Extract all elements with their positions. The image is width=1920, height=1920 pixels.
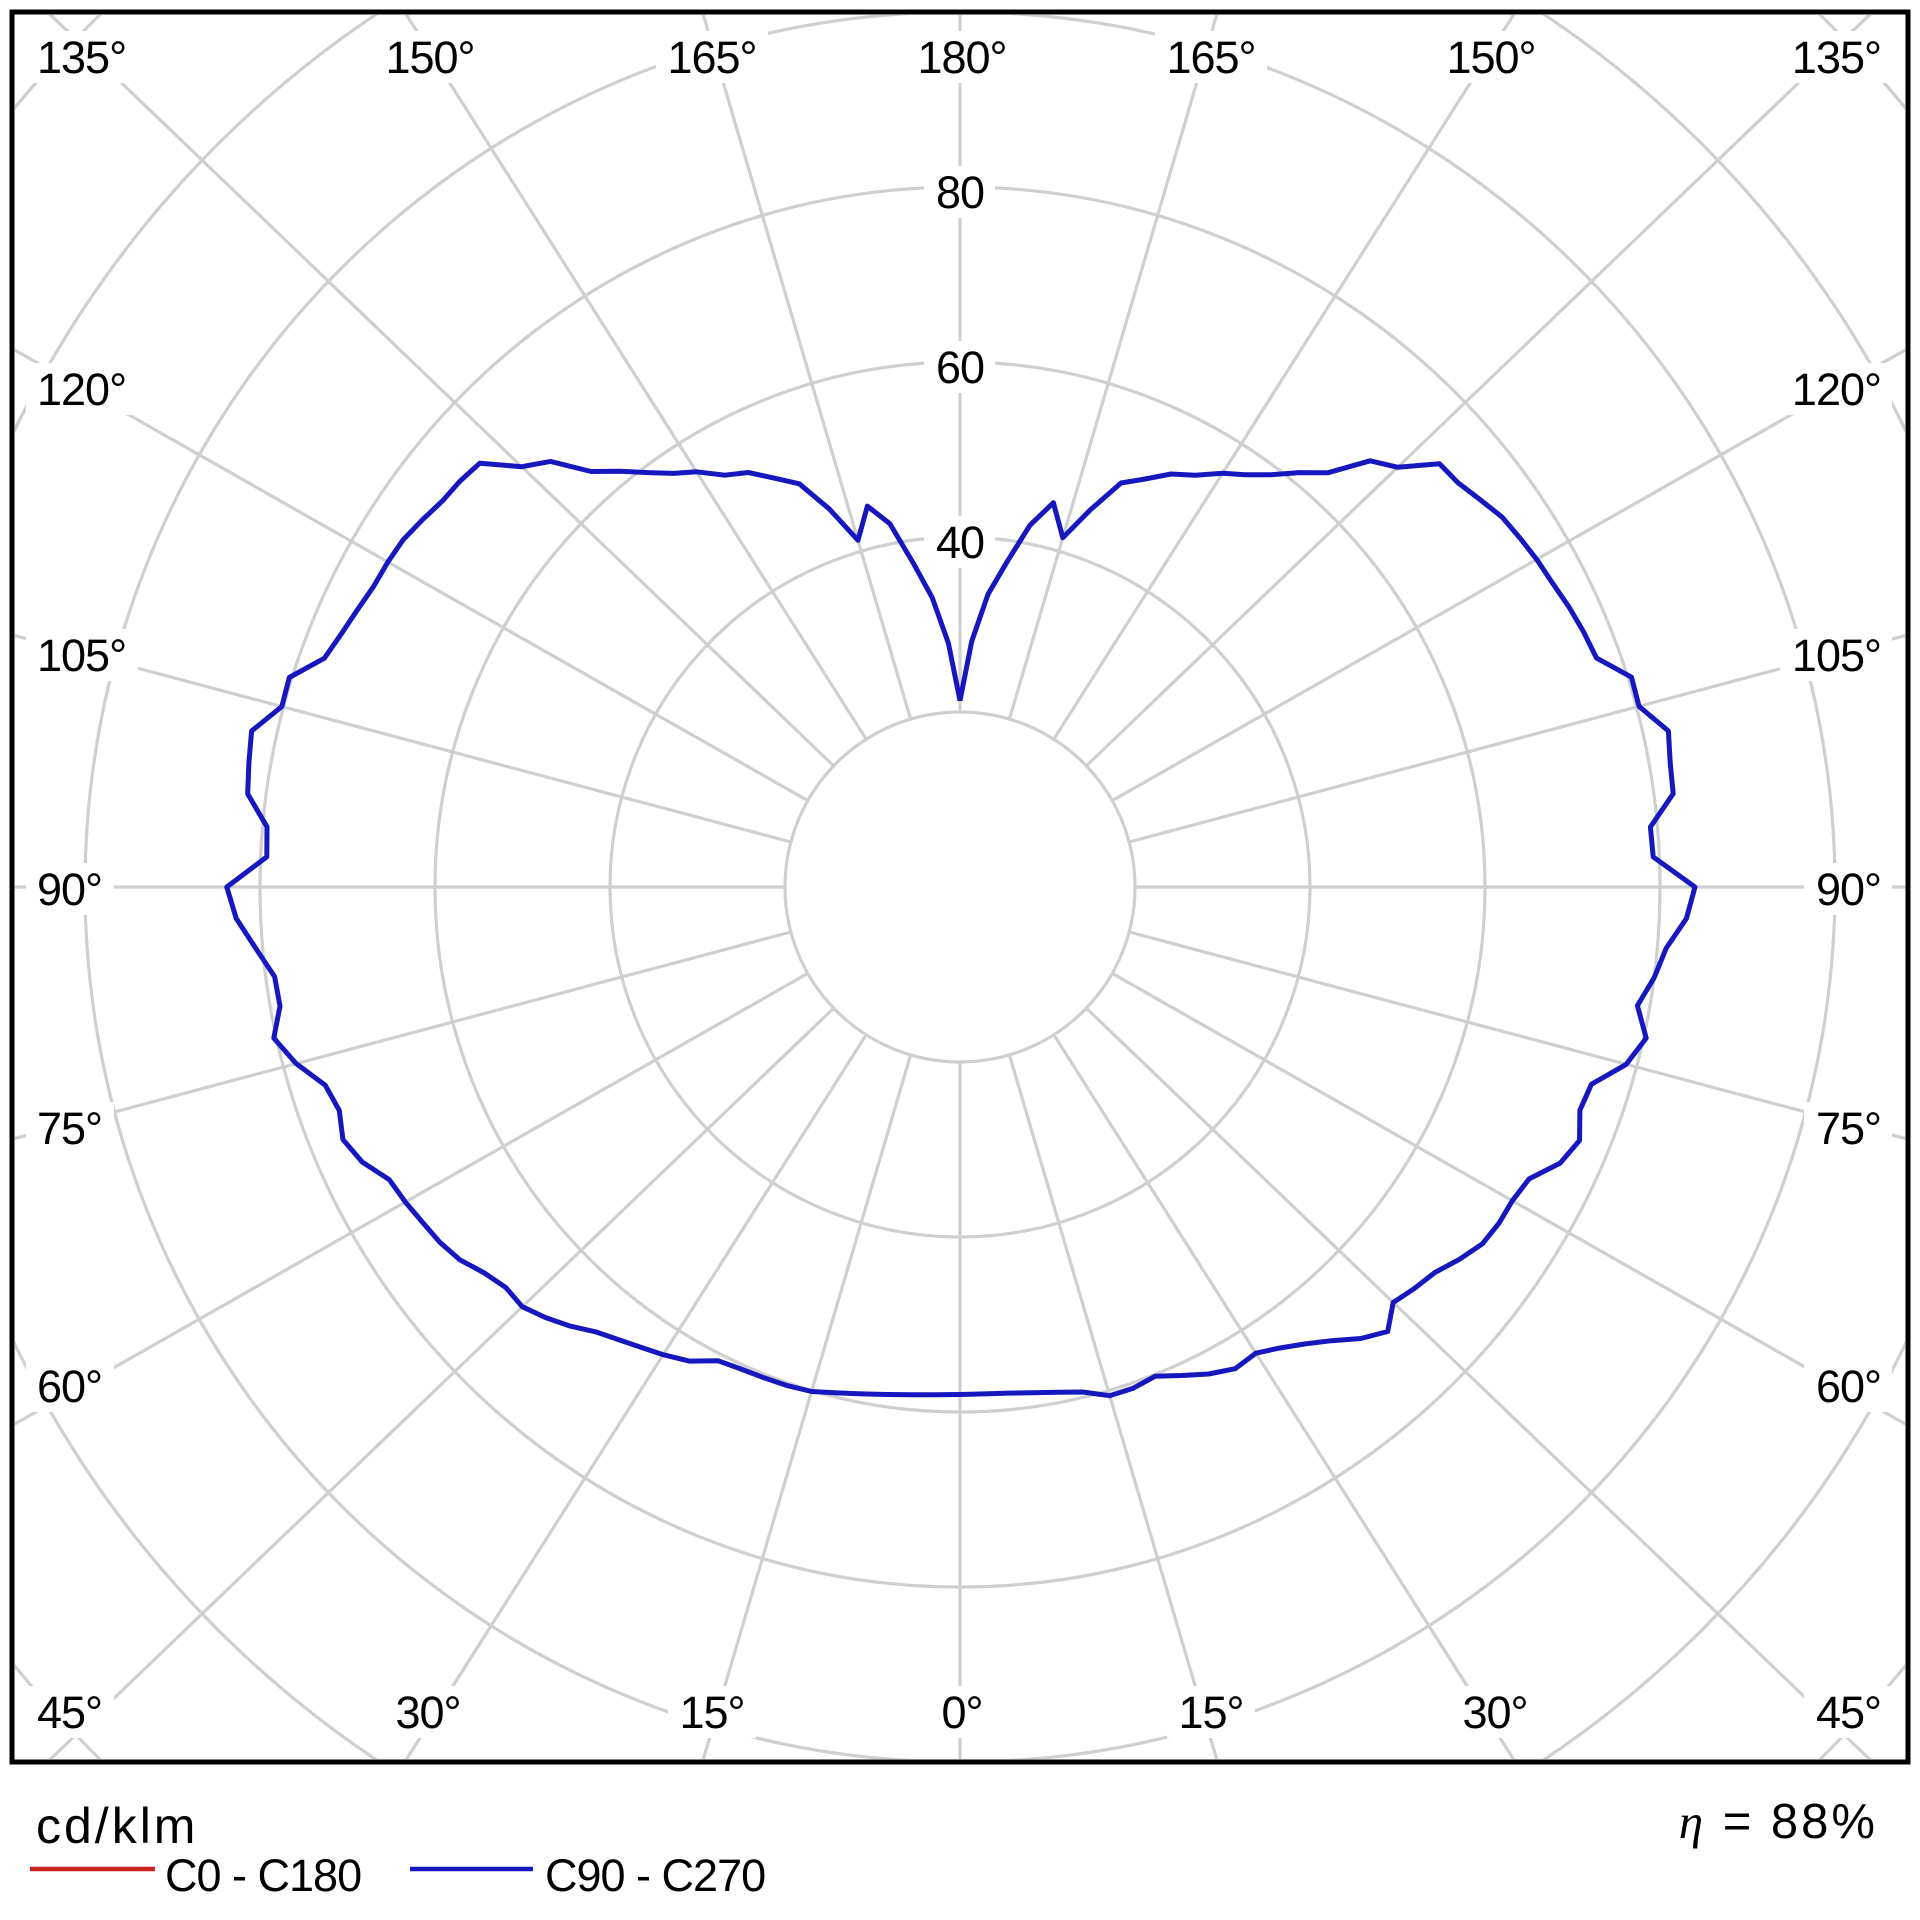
svg-text:120°: 120° bbox=[37, 364, 126, 415]
svg-text:45°: 45° bbox=[1816, 1687, 1881, 1738]
svg-text:165°: 165° bbox=[667, 32, 756, 83]
svg-text:15°: 15° bbox=[679, 1687, 744, 1738]
svg-text:120°: 120° bbox=[1792, 364, 1881, 415]
svg-text:C90 - C270: C90 - C270 bbox=[545, 1850, 765, 1901]
svg-text:60: 60 bbox=[936, 342, 984, 393]
svg-text:30°: 30° bbox=[1462, 1687, 1527, 1738]
svg-text:η = 88%: η = 88% bbox=[1679, 1794, 1878, 1849]
svg-text:15°: 15° bbox=[1178, 1687, 1243, 1738]
svg-text:180°: 180° bbox=[917, 32, 1006, 83]
svg-text:45°: 45° bbox=[37, 1687, 102, 1738]
svg-text:150°: 150° bbox=[385, 32, 474, 83]
svg-text:135°: 135° bbox=[1792, 32, 1881, 83]
svg-text:90°: 90° bbox=[37, 864, 102, 915]
svg-text:105°: 105° bbox=[1792, 630, 1881, 681]
svg-text:C0 - C180: C0 - C180 bbox=[165, 1850, 361, 1901]
svg-text:60°: 60° bbox=[1816, 1361, 1881, 1412]
svg-text:105°: 105° bbox=[37, 630, 126, 681]
svg-text:cd/klm: cd/klm bbox=[36, 1798, 198, 1854]
svg-text:75°: 75° bbox=[37, 1103, 102, 1154]
svg-text:90°: 90° bbox=[1816, 864, 1881, 915]
svg-text:135°: 135° bbox=[37, 32, 126, 83]
svg-text:75°: 75° bbox=[1816, 1103, 1881, 1154]
svg-text:40: 40 bbox=[936, 517, 984, 568]
svg-text:165°: 165° bbox=[1166, 32, 1255, 83]
svg-text:80: 80 bbox=[936, 167, 984, 218]
svg-text:150°: 150° bbox=[1446, 32, 1535, 83]
svg-text:0°: 0° bbox=[941, 1687, 982, 1738]
svg-text:60°: 60° bbox=[37, 1361, 102, 1412]
svg-text:30°: 30° bbox=[395, 1687, 460, 1738]
